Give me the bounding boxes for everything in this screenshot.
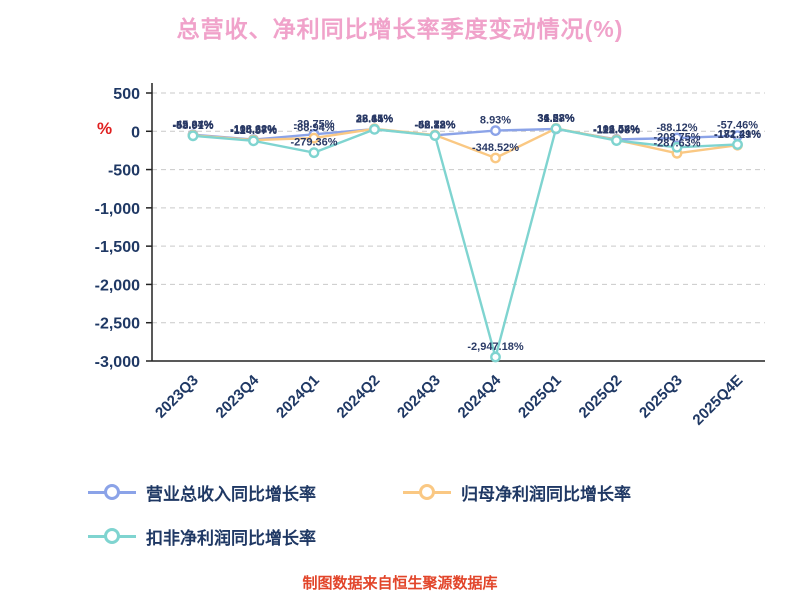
legend-dot-icon — [104, 528, 120, 544]
data-label: -279.36% — [290, 137, 337, 149]
data-label: 8.93% — [480, 115, 511, 127]
data-label: -57.46% — [717, 120, 758, 132]
x-tick-label: 2025Q3 — [636, 372, 686, 422]
y-tick-label: -500 — [108, 163, 140, 180]
data-label: -121.08% — [593, 125, 640, 137]
data-label: 28.41% — [356, 113, 394, 125]
data-label: -39.75% — [294, 118, 335, 130]
data-label: -172.41% — [714, 128, 761, 140]
x-tick-label: 2024Q3 — [394, 372, 444, 422]
data-label: -88.12% — [657, 122, 698, 134]
line-chart: 500 0 -500 -1,000 -1,500 -2,000 -2,500 -3,000 20… — [95, 83, 765, 429]
y-tick-label: 0 — [131, 124, 140, 141]
series-2 — [187, 123, 743, 363]
data-point — [490, 152, 501, 164]
data-point — [187, 130, 199, 142]
x-tick-label: 2024Q4 — [455, 371, 505, 421]
data-point — [490, 125, 501, 137]
data-label: 34.52% — [537, 113, 575, 125]
data-source-note: 制图数据来自恒生聚源数据库 — [302, 575, 498, 592]
data-label: -45.34% — [173, 119, 214, 131]
data-label: 36.88% — [537, 112, 575, 124]
y-tick-label: -3,000 — [95, 354, 140, 371]
data-point — [732, 139, 743, 150]
data-label: 31.27% — [537, 113, 575, 125]
legend-item-deducted-net-profit: 扣非净利润同比增长率 — [88, 514, 403, 558]
x-tick-label: 2024Q1 — [273, 372, 323, 422]
data-point — [308, 132, 320, 144]
legend: 营业总收入同比增长率 归母净利润同比增长率 扣非净利润同比增长率 — [88, 470, 748, 558]
x-tick-label: 2024Q2 — [334, 372, 384, 422]
legend-item-net-profit: 归母净利润同比增长率 — [403, 470, 718, 514]
data-label: -106.54% — [593, 123, 640, 135]
y-tick-label: -1,500 — [95, 239, 140, 256]
data-point — [490, 351, 501, 363]
legend-label-net-profit: 归母净利润同比增长率 — [461, 484, 631, 504]
data-label: -115.28% — [230, 124, 277, 136]
legend-label-revenue: 营业总收入同比增长率 — [146, 484, 316, 504]
data-label: -2,947.18% — [467, 341, 523, 353]
data-label: -52.67% — [173, 119, 214, 131]
data-label: -58.91% — [173, 120, 214, 132]
legend-marker-revenue-icon — [88, 484, 136, 500]
data-label: -112.47% — [593, 124, 640, 136]
legend-dot-icon — [419, 484, 435, 500]
y-axis-unit-label: % — [97, 119, 113, 138]
legend-marker-deducted-net-profit-icon — [88, 528, 136, 544]
chart-title: 总营收、净利同比增长率季度变动情况(%) — [176, 16, 624, 42]
data-label: 32.15% — [356, 113, 394, 125]
series-line — [192, 127, 738, 141]
y-tick-label: -2,500 — [95, 316, 140, 333]
data-point — [550, 123, 562, 135]
data-point — [611, 135, 622, 146]
x-tick-label: 2025Q1 — [515, 372, 565, 422]
legend-item-revenue: 营业总收入同比增长率 — [88, 470, 403, 514]
data-label: -55.82% — [415, 120, 456, 132]
y-tick-label: 500 — [113, 86, 140, 103]
y-tick-label: -1,000 — [95, 201, 140, 218]
data-label: -208.75% — [653, 131, 700, 143]
legend-marker-net-profit-icon — [403, 484, 451, 500]
data-label: -52.18% — [415, 119, 456, 131]
legend-label-deducted-net-profit: 扣非净利润同比增长率 — [146, 528, 316, 548]
x-tick-label: 2025Q2 — [576, 372, 626, 422]
series-line — [192, 127, 738, 160]
series-line — [192, 127, 738, 362]
legend-dot-icon — [104, 484, 120, 500]
data-point — [308, 147, 320, 159]
data-label: -124.57% — [230, 125, 277, 137]
data-label: -348.52% — [472, 142, 519, 154]
data-label: 25.64% — [356, 113, 394, 125]
y-tick-label: -2,000 — [95, 277, 140, 294]
data-point — [671, 141, 683, 153]
x-tick-label: 2023Q3 — [152, 372, 202, 422]
x-tick-label: 2023Q4 — [213, 371, 263, 421]
data-point — [369, 123, 380, 135]
data-point — [429, 130, 441, 141]
data-label: -88.94% — [294, 122, 335, 134]
data-point — [248, 135, 259, 147]
data-label: -48.73% — [415, 119, 456, 131]
x-tick-label: 2025Q4E — [689, 372, 746, 429]
data-label: -287.63% — [653, 137, 700, 149]
data-label: -181.29% — [714, 129, 761, 141]
data-label: -108.62% — [230, 124, 277, 136]
